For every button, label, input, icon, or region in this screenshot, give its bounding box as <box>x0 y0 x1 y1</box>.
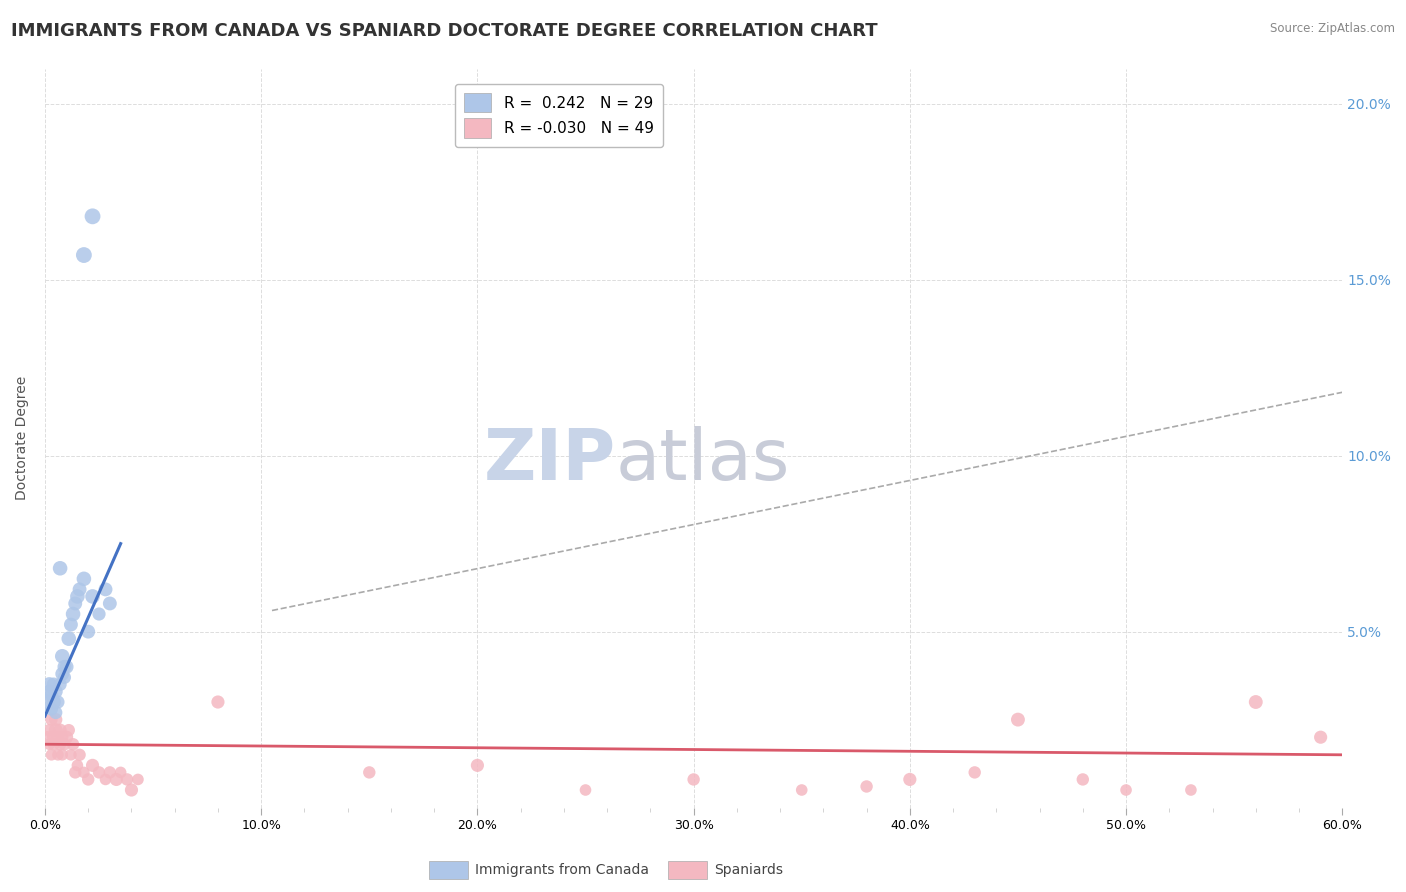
Point <box>59 617 82 632</box>
Point <box>1115 783 1137 797</box>
Point <box>467 758 489 772</box>
Text: Spaniards: Spaniards <box>714 863 783 877</box>
Text: IMMIGRANTS FROM CANADA VS SPANIARD DOCTORATE DEGREE CORRELATION CHART: IMMIGRANTS FROM CANADA VS SPANIARD DOCTO… <box>11 22 877 40</box>
Point <box>898 772 921 787</box>
Point <box>82 210 104 224</box>
Point <box>65 597 87 611</box>
Point <box>87 607 110 621</box>
Point <box>69 582 91 597</box>
Point <box>49 737 72 751</box>
Point <box>110 765 132 780</box>
Point <box>69 747 91 762</box>
Point <box>62 607 84 621</box>
Point <box>38 677 60 691</box>
Point <box>120 783 142 797</box>
Point <box>77 624 100 639</box>
Point <box>38 737 60 751</box>
Point <box>94 582 117 597</box>
Point <box>94 772 117 787</box>
Text: Immigrants from Canada: Immigrants from Canada <box>475 863 650 877</box>
Point <box>46 695 69 709</box>
Point <box>41 702 63 716</box>
Point <box>66 590 89 604</box>
Point <box>53 670 76 684</box>
Point <box>49 723 72 738</box>
Point <box>115 772 138 787</box>
Point <box>790 783 813 797</box>
Point <box>574 783 596 797</box>
Point <box>45 723 67 738</box>
Point <box>105 772 128 787</box>
Legend: R =  0.242   N = 29, R = -0.030   N = 49: R = 0.242 N = 29, R = -0.030 N = 49 <box>454 84 662 147</box>
Point <box>55 730 77 744</box>
Point <box>37 695 59 709</box>
Point <box>55 660 77 674</box>
Point <box>127 772 149 787</box>
Point <box>51 649 73 664</box>
Point <box>41 688 63 702</box>
Point <box>45 706 67 720</box>
Point <box>1007 713 1029 727</box>
Point <box>49 677 72 691</box>
Point <box>53 737 76 751</box>
Point <box>73 572 96 586</box>
Point <box>77 772 100 787</box>
Point <box>58 723 80 738</box>
Point <box>41 713 63 727</box>
Point <box>42 695 65 709</box>
Point <box>59 747 82 762</box>
Point <box>82 590 104 604</box>
Point <box>82 758 104 772</box>
Point <box>73 765 96 780</box>
Point <box>98 597 121 611</box>
Point <box>51 747 73 762</box>
Point <box>963 765 986 780</box>
Point <box>682 772 704 787</box>
Point <box>66 758 89 772</box>
Text: atlas: atlas <box>616 425 790 495</box>
Point <box>51 730 73 744</box>
Point <box>58 632 80 646</box>
Point <box>73 248 96 262</box>
Point <box>87 765 110 780</box>
Point <box>207 695 229 709</box>
Point <box>42 737 65 751</box>
Point <box>42 730 65 744</box>
Point <box>37 730 59 744</box>
Point <box>1180 783 1202 797</box>
Point <box>42 677 65 691</box>
Point <box>45 684 67 698</box>
Text: ZIP: ZIP <box>484 425 616 495</box>
Point <box>51 666 73 681</box>
Point <box>46 730 69 744</box>
Point <box>41 747 63 762</box>
Point <box>62 737 84 751</box>
Point <box>38 684 60 698</box>
Point <box>1244 695 1267 709</box>
Point <box>1309 730 1331 744</box>
Point <box>38 723 60 738</box>
Point <box>1071 772 1094 787</box>
Point <box>46 747 69 762</box>
Point <box>98 765 121 780</box>
Text: Source: ZipAtlas.com: Source: ZipAtlas.com <box>1270 22 1395 36</box>
Point <box>359 765 381 780</box>
Point <box>855 780 877 794</box>
Point <box>45 713 67 727</box>
Y-axis label: Doctorate Degree: Doctorate Degree <box>15 376 30 500</box>
Point <box>49 561 72 575</box>
Point <box>65 765 87 780</box>
Point <box>53 660 76 674</box>
